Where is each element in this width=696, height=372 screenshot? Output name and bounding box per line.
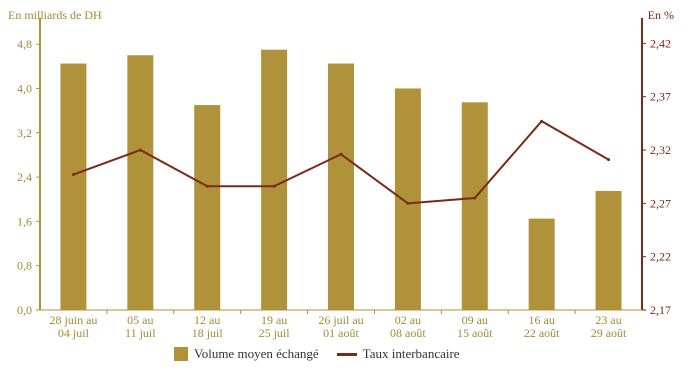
category-label: 11 juil xyxy=(125,326,156,340)
category-label: 22 août xyxy=(524,326,560,340)
category-label: 01 août xyxy=(323,326,359,340)
left-tick-label: 3,2 xyxy=(17,126,32,140)
legend-bar-label: Volume moyen échangé xyxy=(194,346,319,361)
bar xyxy=(461,102,488,310)
rate-point xyxy=(71,173,75,177)
category-label: 28 juin au xyxy=(49,313,97,327)
category-label: 15 août xyxy=(457,326,493,340)
bar xyxy=(60,63,87,311)
bar xyxy=(261,49,288,310)
rate-point xyxy=(138,148,142,152)
category-label: 26 juil au xyxy=(318,313,363,327)
left-tick-label: 2,4 xyxy=(17,170,32,184)
left-tick-label: 4,0 xyxy=(17,81,32,95)
left-tick-label: 1,6 xyxy=(17,214,32,228)
right-tick-label: 2,22 xyxy=(650,250,671,264)
category-label: 16 au xyxy=(529,313,555,327)
right-tick-label: 2,17 xyxy=(650,303,671,317)
legend-bar-swatch xyxy=(174,347,188,361)
category-label: 05 au xyxy=(127,313,153,327)
category-label: 25 juil xyxy=(259,326,291,340)
category-label: 08 août xyxy=(390,326,426,340)
right-tick-label: 2,37 xyxy=(650,90,671,104)
rate-point xyxy=(540,119,544,123)
legend-line-label: Taux interbancaire xyxy=(362,346,460,361)
rate-point xyxy=(607,158,611,162)
category-label: 29 août xyxy=(591,326,627,340)
rate-point xyxy=(406,201,410,205)
category-label: 04 juil xyxy=(58,326,90,340)
bar xyxy=(595,190,622,310)
left-tick-label: 4,8 xyxy=(17,37,32,51)
right-tick-label: 2,32 xyxy=(650,143,671,157)
bar xyxy=(194,105,221,310)
rate-point xyxy=(205,184,209,188)
rate-point xyxy=(339,152,343,156)
rate-point xyxy=(272,184,276,188)
bar xyxy=(328,63,354,311)
legend-line-swatch xyxy=(336,352,357,356)
rate-point xyxy=(473,196,477,200)
right-axis-unit-label: En % xyxy=(647,8,674,22)
combo-chart: 0,0 0,8 1,6 2,4 3,2 4,0 4,8 2,17 2,22 2,27 2,32 2,3… xyxy=(17,18,671,340)
right-tick-label: 2,42 xyxy=(650,36,671,50)
left-tick-label: 0,8 xyxy=(17,259,32,273)
category-label: 02 au xyxy=(395,313,421,327)
category-label: 23 au xyxy=(595,313,621,327)
category-label: 18 juil xyxy=(192,326,224,340)
category-label: 12 au xyxy=(194,313,220,327)
category-label: 09 au xyxy=(462,313,488,327)
right-tick-label: 2,27 xyxy=(650,196,671,210)
bar xyxy=(127,55,154,310)
category-label: 19 au xyxy=(261,313,287,327)
left-axis-unit-label: En milliards de DH xyxy=(8,8,102,22)
bar xyxy=(528,218,555,310)
chart-legend: Volume moyen échangé Taux interbancaire xyxy=(174,346,460,362)
left-tick-label: 0,0 xyxy=(17,303,32,317)
bar xyxy=(394,88,421,310)
